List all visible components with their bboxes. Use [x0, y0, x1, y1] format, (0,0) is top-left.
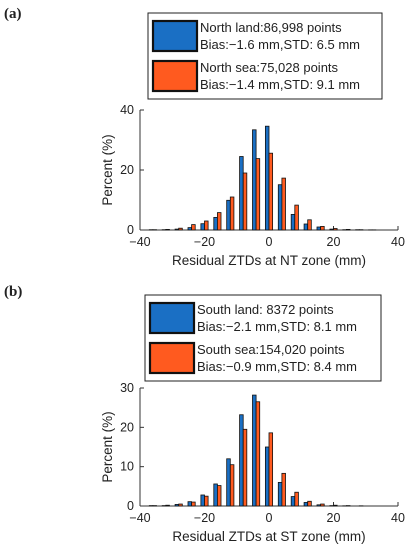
legend-entry-text: Bias:−2.1 mm,STD: 8.1 mm — [197, 319, 357, 334]
sea-bar — [178, 227, 183, 231]
land-bar — [316, 504, 322, 507]
sea-bar — [191, 224, 196, 231]
legend-entry-text: Bias:−0.9 mm,STD: 8.4 mm — [197, 359, 357, 374]
land-bar — [200, 494, 205, 507]
x-tick-label: −40 — [129, 235, 150, 249]
sea-bar — [229, 464, 235, 507]
legend-swatch-land — [148, 301, 196, 335]
x-tick-label: 20 — [327, 511, 341, 525]
sea-bar — [204, 495, 209, 507]
land-bar — [252, 394, 257, 507]
x-tick-label: 40 — [391, 235, 405, 249]
sea-bar — [229, 196, 235, 231]
sea-bar — [268, 432, 274, 507]
land-bar — [290, 496, 296, 507]
sea-bar — [216, 212, 222, 231]
legend-entry-text: North sea:75,028 points — [200, 60, 339, 75]
y-tick-label: 0 — [127, 223, 134, 237]
land-bar — [316, 226, 322, 231]
sea-bar — [320, 225, 325, 231]
y-axis-title: Percent (%) — [100, 411, 115, 482]
sea-bar — [345, 228, 351, 231]
land-bar — [239, 156, 244, 231]
legend-entry-text: South sea:154,020 points — [197, 342, 345, 357]
land-bar — [277, 481, 283, 507]
x-tick-label: 20 — [327, 235, 341, 249]
x-tick-label: 0 — [266, 235, 273, 249]
y-tick-label: 0 — [127, 499, 134, 513]
panel-label: (a) — [4, 6, 22, 22]
sea-bar — [178, 503, 183, 507]
legend-entry-text: North land:86,998 points — [200, 20, 342, 35]
x-axis-title: Residual ZTDs at NT zone (mm) — [172, 253, 366, 268]
sea-bar — [165, 504, 170, 507]
land-bar — [329, 228, 334, 231]
chart-panel-b: (b) 0 10 20 30 −40 −20 0 20 40 Residual ZTDs at ST… — [4, 284, 405, 544]
land-bar — [226, 458, 231, 507]
sea-bar — [242, 172, 248, 231]
y-tick-label: 20 — [120, 420, 134, 434]
x-axis-title: Residual ZTDs at ST zone (mm) — [172, 529, 365, 544]
sea-bar — [333, 504, 338, 507]
legend-entry-text: Bias:−1.4 mm,STD: 9.1 mm — [200, 77, 360, 92]
y-tick-label: 30 — [120, 381, 134, 395]
x-tick-label: −20 — [194, 235, 215, 249]
x-tick-label: 40 — [391, 511, 405, 525]
y-tick-label: 40 — [120, 103, 134, 117]
land-bar — [174, 504, 180, 507]
land-bar — [252, 129, 257, 231]
y-axis-title: Percent (%) — [100, 134, 115, 205]
sea-bar — [204, 220, 209, 231]
land-bar — [226, 199, 231, 231]
land-bar — [303, 502, 309, 507]
sea-bar — [281, 472, 286, 507]
sea-bar — [333, 228, 338, 231]
x-tick-label: 0 — [266, 511, 273, 525]
land-bar — [290, 213, 296, 231]
land-bar — [277, 184, 283, 231]
sea-bar — [165, 228, 170, 231]
legend-swatch-land — [151, 19, 199, 53]
sea-bar — [281, 177, 286, 231]
land-bar — [174, 228, 180, 231]
sea-bar — [255, 158, 261, 231]
chart-panel-a: (a) 0 20 40 −40 −20 0 20 40 Residual ZTDs at NT z… — [4, 6, 405, 268]
x-tick-label: −20 — [194, 511, 215, 525]
legend-entry-text: Bias:−1.6 mm,STD: 6.5 mm — [200, 37, 360, 52]
sea-bar — [191, 501, 196, 507]
sea-bar — [294, 204, 299, 231]
sea-bar — [268, 152, 274, 231]
panel-label: (b) — [4, 284, 22, 300]
land-bar — [264, 125, 270, 231]
sea-bar — [320, 503, 325, 507]
land-bar — [239, 414, 244, 507]
sea-bar — [307, 219, 312, 231]
x-tick-label: −40 — [129, 511, 150, 525]
legend-swatch-sea — [151, 59, 199, 93]
y-tick-label: 20 — [120, 163, 134, 177]
land-bar — [200, 223, 205, 231]
land-bar — [303, 223, 309, 231]
land-bar — [213, 483, 218, 507]
y-tick-label: 10 — [120, 460, 134, 474]
land-bar — [187, 501, 193, 507]
sea-bar — [255, 401, 261, 507]
land-bar — [187, 227, 193, 231]
sea-bar — [294, 491, 299, 507]
legend-swatch-sea — [148, 341, 196, 375]
sea-bar — [216, 485, 222, 507]
sea-bar — [307, 500, 312, 507]
sea-bar — [242, 428, 248, 507]
land-bar — [213, 216, 218, 231]
land-bar — [264, 446, 270, 507]
legend-entry-text: South land: 8372 points — [197, 302, 334, 317]
